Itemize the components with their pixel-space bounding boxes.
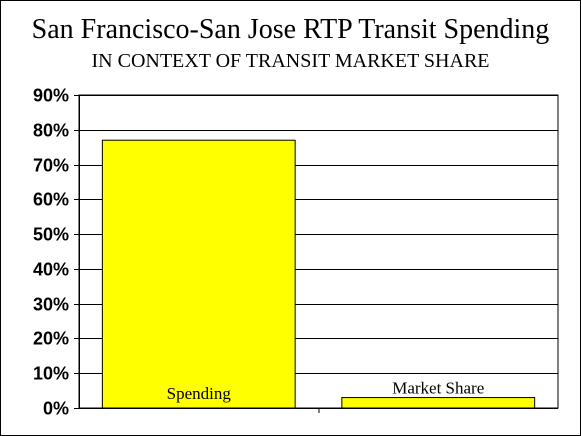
y-tick-label: 10% (33, 364, 69, 384)
y-tick-label: 70% (33, 156, 69, 176)
bar-label: Market Share (392, 379, 484, 398)
y-tick-label: 30% (33, 295, 69, 315)
y-tick-label: 0% (43, 399, 69, 419)
bar-label: Spending (167, 384, 232, 403)
y-tick-label: 50% (33, 225, 69, 245)
bar-market-share (341, 397, 536, 409)
chart-subtitle: IN CONTEXT OF TRANSIT MARKET SHARE (91, 50, 490, 72)
y-tick-label: 80% (33, 121, 69, 141)
y-tick-label: 60% (33, 190, 69, 210)
chart-title: San Francisco-San Jose RTP Transit Spend… (31, 14, 550, 45)
y-tick-label: 90% (33, 86, 69, 106)
y-tick-label: 20% (33, 329, 69, 349)
bar-spending (101, 139, 296, 409)
y-tick-label: 40% (33, 260, 69, 280)
